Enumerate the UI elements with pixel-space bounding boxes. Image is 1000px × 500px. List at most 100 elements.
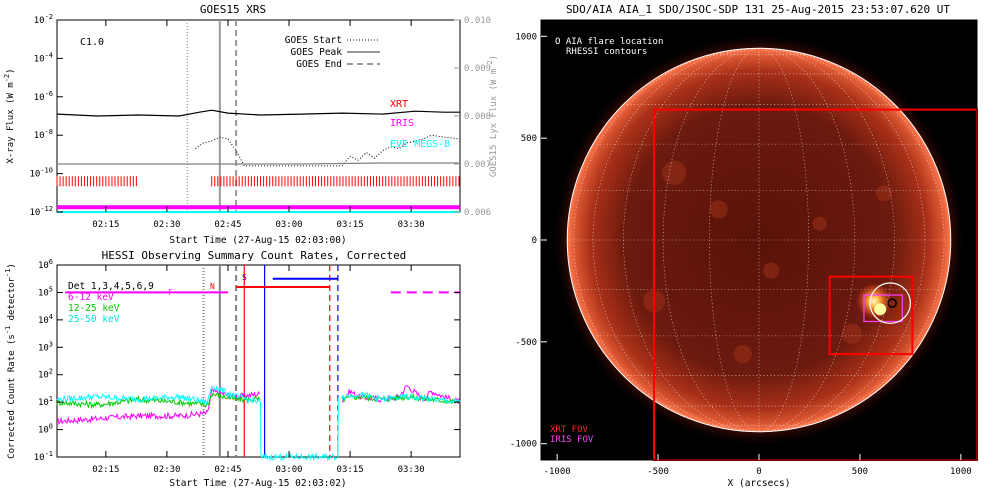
flare-glow	[856, 283, 893, 320]
goes-ytick-label: 10-4	[34, 51, 53, 64]
hessi-xtick-label: 03:30	[398, 465, 425, 475]
sdo-ytick-label: -1000	[510, 440, 537, 450]
active-region-glow	[812, 216, 827, 231]
hessi-xtick-label: 02:45	[214, 465, 241, 475]
hessi-ytick-label: 101	[38, 395, 53, 408]
hessi-title: HESSI Observing Summary Count Rates, Cor…	[102, 249, 407, 262]
legend-goes-peak: GOES Peak	[291, 47, 343, 58]
legend-goes-end: GOES End	[296, 59, 342, 70]
hessi-ytick-label: 103	[38, 340, 53, 353]
xrt-zoom-box	[828, 275, 914, 356]
hessi-xtick-label: 02:30	[153, 465, 180, 475]
goes-series-line	[195, 134, 461, 167]
sdo-legend-flare: O AIA flare location	[555, 37, 663, 47]
sdo-fov-iris-label: IRIS FOV	[550, 435, 594, 445]
goes-panel: GOES15 XRS 02:15 02:30 02:45 03:00 03:15 03:3…	[3, 3, 499, 246]
hessi-series-12-25-keV	[56, 392, 261, 410]
instrument-label-iris: IRIS	[390, 118, 414, 129]
sdo-title: SDO/AIA AIA_1 SDO/JSOC-SDP 131 25-Aug-20…	[566, 3, 950, 16]
goes-series-layer	[56, 20, 461, 214]
goes-ytick-label: 10-10	[30, 167, 54, 180]
active-region-glow	[662, 160, 687, 185]
active-region-glow	[763, 262, 780, 279]
flare-kernel	[874, 303, 887, 316]
goes-xtick-label: 03:15	[337, 220, 364, 230]
hessi-series-layer	[56, 265, 461, 462]
hessi-ytick-label: 106	[38, 258, 53, 271]
goes-ytick-label: 10-2	[34, 13, 53, 26]
goes-xtick-label: 03:30	[398, 220, 425, 230]
active-region-glow	[876, 185, 893, 202]
sdo-ytick-label: -500	[515, 338, 537, 348]
hessi-xtick-label: 03:00	[275, 465, 302, 475]
sdo-axes-layer: -1000 -500 0 500 1000 1000 500 0 -500 -1000	[510, 32, 972, 477]
rhessi-contour	[887, 298, 897, 308]
sdo-ytick-label: 0	[532, 236, 537, 246]
goes-series-line	[57, 162, 460, 165]
hessi-xtick-label: 03:15	[337, 465, 364, 475]
hessi-ytick-label: 102	[38, 368, 53, 381]
hessi-legend: Det 1,3,4,5,6,9 6-12 keV 12-25 keV 25-50…	[68, 281, 154, 325]
goes-series-line	[56, 109, 460, 117]
sdo-xtick-label: -500	[647, 467, 669, 477]
hessi-legend-12-25: 12-25 keV	[68, 303, 120, 314]
hessi-ytick-label: 105	[38, 285, 53, 298]
goes-ytick-label: 10-8	[34, 128, 53, 141]
legend-goes-start: GOES Start	[285, 35, 342, 46]
hessi-ytick-label: 100	[38, 423, 53, 436]
sdo-panel: SDO/AIA AIA_1 SDO/JSOC-SDP 131 25-Aug-20…	[510, 3, 978, 489]
sdo-xtick-label: 500	[852, 467, 868, 477]
goes-legend: GOES Start GOES Peak GOES End	[285, 35, 380, 70]
instrument-label-xrt: XRT	[390, 99, 408, 110]
goes-y2tick-label: 0.008	[464, 112, 491, 122]
hessi-flag-s: S	[242, 273, 247, 282]
goes-y2tick-label: 0.009	[464, 64, 491, 74]
hessi-flag-f: F	[168, 288, 173, 297]
hessi-ylabel: Corrected Count Rate (s-1 detector-1)	[4, 263, 17, 459]
hessi-legend-6-12: 6-12 keV	[68, 292, 114, 303]
sdo-xtick-label: 1000	[950, 467, 972, 477]
hessi-detectors-label: Det 1,3,4,5,6,9	[68, 281, 154, 292]
hessi-flag-n: N	[210, 282, 215, 291]
sdo-xtick-label: -1000	[544, 467, 571, 477]
hessi-ytick-label: 10-1	[34, 450, 53, 463]
goes-y2tick-label: 0.010	[464, 16, 491, 26]
sdo-xlabel: X (arcsecs)	[728, 478, 791, 489]
hessi-xlabel: Start Time (27-Aug-15 02:03:02)	[169, 478, 346, 489]
longitude-line	[758, 47, 926, 433]
sdo-image-layer	[551, 32, 978, 461]
longitude-line	[592, 47, 760, 433]
goes-y2label: GOES15 Lyx Flux (W m-2)	[486, 55, 499, 177]
hessi-panel: HESSI Observing Summary Count Rates, Cor…	[4, 249, 461, 489]
goes-ytick-label: 10-6	[34, 90, 53, 103]
hessi-axes-layer: 02:15 02:30 02:45 03:00 03:15 03:30 10-1 100 101…	[34, 258, 460, 475]
eve-observing-bar	[57, 211, 460, 214]
hessi-series-25-50-keV	[56, 385, 339, 462]
goes-y2tick-label: 0.007	[464, 160, 491, 170]
active-region-glow	[733, 344, 752, 364]
active-region-glow	[841, 323, 862, 344]
iris-observing-bar	[57, 205, 460, 210]
goes-xtick-label: 03:00	[275, 220, 302, 230]
sdo-xtick-label: 0	[756, 467, 761, 477]
sdo-legend-rhessi: RHESSI contours	[566, 47, 647, 57]
solar-limb	[566, 47, 952, 433]
hessi-xtick-label: 02:15	[92, 465, 119, 475]
goes-ylabel: X-ray Flux (W m-2)	[3, 68, 16, 163]
goes-axes-layer: 02:15 02:30 02:45 03:00 03:15 03:30 10-12 10-10…	[30, 13, 492, 230]
sdo-ytick-label: 500	[521, 134, 537, 144]
goes-ytick-label: 10-12	[30, 205, 54, 218]
goes-xtick-label: 02:15	[92, 220, 119, 230]
instrument-label-eve: EVE MEGS-B	[390, 139, 450, 150]
goes-class-label: C1.0	[80, 37, 104, 48]
active-region-glow	[709, 200, 728, 219]
sdo-ytick-label: 1000	[515, 32, 537, 42]
hessi-ytick-label: 104	[38, 313, 53, 326]
goes-xtick-label: 02:30	[153, 220, 180, 230]
goes-xlabel: Start Time (27-Aug-15 02:03:00)	[169, 235, 346, 246]
hessi-legend-25-50: 25-50 keV	[68, 314, 120, 325]
goes-xtick-label: 02:45	[214, 220, 241, 230]
hessi-series-12-25-keV	[341, 392, 461, 405]
hessi-plot-frame	[56, 264, 461, 458]
